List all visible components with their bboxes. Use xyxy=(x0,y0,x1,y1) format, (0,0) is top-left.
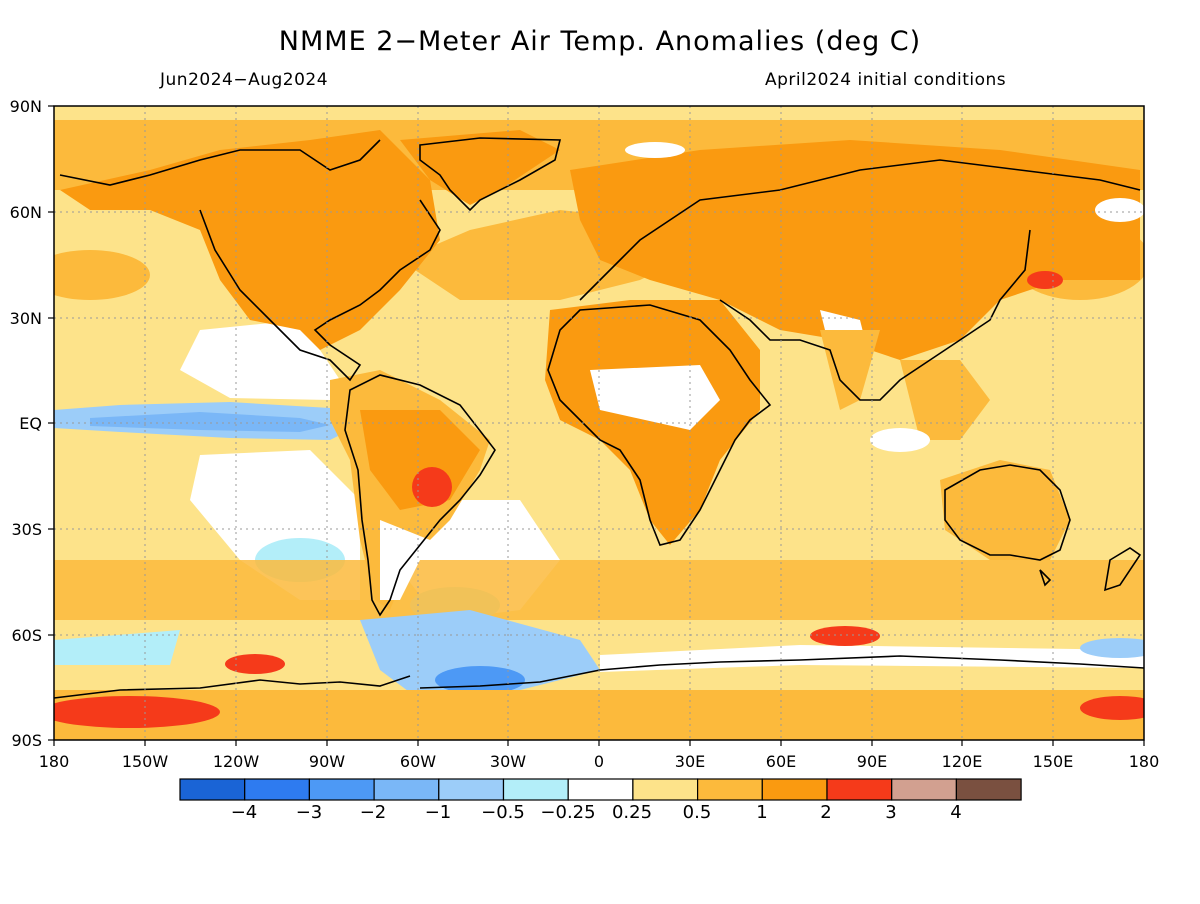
colorbar-swatch xyxy=(891,778,958,801)
colorbar-labels: −4 −3 −2 −1 −0.5 −0.25 0.25 0.5 1 2 3 4 xyxy=(231,802,962,823)
lon-label: 90E xyxy=(857,752,887,771)
colorbar-swatch xyxy=(502,778,569,801)
lat-label: 60N xyxy=(10,203,42,222)
lat-label: 90N xyxy=(10,97,42,116)
lat-label: 30N xyxy=(10,309,42,328)
colorbar-label: −4 xyxy=(231,802,258,823)
colorbar-label: 0.25 xyxy=(612,802,652,823)
forecast-period: Jun2024−Aug2024 xyxy=(160,70,329,90)
colorbar-swatch xyxy=(826,778,893,801)
initial-conditions: April2024 initial conditions xyxy=(765,70,1007,90)
colorbar-label: −0.5 xyxy=(481,802,525,823)
colorbar xyxy=(179,778,1022,801)
lon-label: 60E xyxy=(766,752,796,771)
map-title: NMME 2−Meter Air Temp. Anomalies (deg C) xyxy=(278,26,922,57)
colorbar-label: 1 xyxy=(756,802,767,823)
colorbar-swatch xyxy=(308,778,375,801)
colorbar-swatch xyxy=(567,778,634,801)
colorbar-label: −3 xyxy=(296,802,323,823)
lon-label: 90W xyxy=(309,752,345,771)
colorbar-swatch xyxy=(244,778,310,801)
coastlines xyxy=(53,137,1145,699)
lat-label: EQ xyxy=(19,414,42,433)
colorbar-swatch xyxy=(373,778,440,801)
colorbar-label: 0.5 xyxy=(683,802,712,823)
colorbar-label: 4 xyxy=(950,802,961,823)
colorbar-label: 2 xyxy=(820,802,831,823)
colorbar-swatch xyxy=(179,778,246,801)
colorbar-swatch xyxy=(438,778,505,801)
colorbar-swatch xyxy=(632,778,699,801)
gridlines xyxy=(54,106,1144,740)
lon-label: 150W xyxy=(122,752,169,771)
lon-label: 120W xyxy=(213,752,260,771)
lon-label: 120E xyxy=(942,752,983,771)
lat-labels: 90N 60N 30N EQ 30S 60S 90S xyxy=(10,97,42,750)
lon-label: 0 xyxy=(594,752,604,771)
colorbar-swatch xyxy=(696,778,763,801)
lat-label: 30S xyxy=(11,520,42,539)
lon-label: 60W xyxy=(400,752,436,771)
colorbar-label: −1 xyxy=(425,802,452,823)
lon-label: 180 xyxy=(1129,752,1160,771)
colorbar-label: −2 xyxy=(360,802,387,823)
lat-label: 60S xyxy=(11,626,42,645)
lon-label: 30W xyxy=(490,752,526,771)
colorbar-label: −0.25 xyxy=(540,802,595,823)
lon-label: 180 xyxy=(39,752,70,771)
lon-label: 150E xyxy=(1033,752,1074,771)
colorbar-swatch xyxy=(761,778,828,801)
lat-label: 90S xyxy=(11,731,42,750)
tick-marks xyxy=(48,105,1145,746)
lon-labels: 180 150W 120W 90W 60W 30W 0 30E 60E 90E … xyxy=(39,752,1160,771)
colorbar-label: 3 xyxy=(885,802,896,823)
lon-label: 30E xyxy=(675,752,705,771)
colorbar-swatch xyxy=(955,778,1022,801)
